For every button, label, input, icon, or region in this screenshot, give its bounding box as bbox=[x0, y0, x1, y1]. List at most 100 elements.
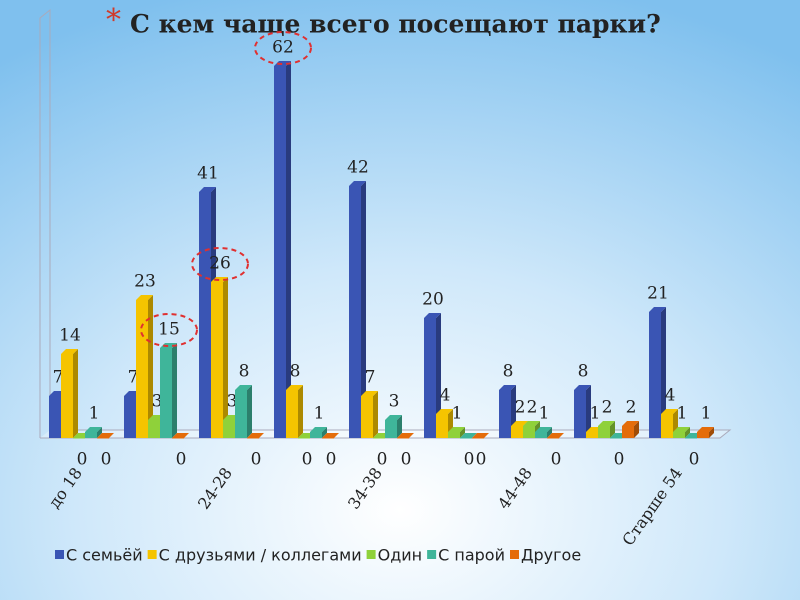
value-label: 0 bbox=[401, 450, 412, 470]
bar-top bbox=[199, 187, 216, 192]
value-label: 0 bbox=[689, 450, 700, 470]
value-label: 8 bbox=[239, 362, 250, 382]
bar bbox=[448, 432, 460, 438]
value-label: 0 bbox=[77, 450, 88, 470]
highlight-circle bbox=[254, 31, 312, 65]
value-label: 0 bbox=[377, 450, 388, 470]
bar bbox=[61, 354, 73, 438]
bar bbox=[298, 438, 310, 439]
value-label: 62 bbox=[272, 38, 294, 58]
bar-top bbox=[661, 409, 678, 414]
bar bbox=[274, 66, 286, 438]
legend-swatch bbox=[366, 550, 376, 559]
bar bbox=[97, 438, 109, 439]
legend-label: С друзьями / коллегами bbox=[159, 546, 362, 565]
legend-label: С семьёй bbox=[66, 546, 143, 565]
legend-label: С парой bbox=[438, 546, 505, 565]
bar bbox=[547, 438, 559, 439]
legend-label: Один bbox=[378, 546, 423, 565]
value-label: 14 bbox=[59, 326, 81, 346]
bar-top bbox=[97, 433, 114, 438]
bar-side bbox=[148, 295, 153, 438]
bar bbox=[697, 432, 709, 438]
bar-top bbox=[460, 433, 477, 438]
bar bbox=[136, 300, 148, 438]
bar-side bbox=[73, 349, 78, 438]
bar bbox=[460, 438, 472, 439]
bar bbox=[622, 426, 634, 438]
legend: С семьёй С друзьями / коллегами Один С паро… bbox=[55, 546, 581, 565]
bar bbox=[172, 438, 184, 439]
bar-side bbox=[634, 421, 639, 438]
bar-top bbox=[322, 433, 339, 438]
bar-side bbox=[97, 427, 102, 438]
value-label: 21 bbox=[647, 284, 669, 304]
plot-frame bbox=[39, 8, 51, 438]
bar-top bbox=[574, 385, 591, 390]
bar-top bbox=[235, 385, 252, 390]
bar bbox=[523, 426, 535, 438]
value-label: 0 bbox=[551, 450, 562, 470]
bar-side bbox=[460, 427, 465, 438]
value-label: 0 bbox=[326, 450, 337, 470]
bar-side bbox=[436, 313, 441, 438]
value-label: 15 bbox=[158, 320, 180, 340]
bar bbox=[586, 432, 598, 438]
bar bbox=[349, 186, 361, 438]
bar bbox=[385, 420, 397, 438]
bar-side bbox=[661, 307, 666, 438]
value-label: 3 bbox=[227, 392, 238, 412]
value-label: 0 bbox=[176, 450, 187, 470]
bar-top bbox=[424, 313, 441, 318]
bar bbox=[199, 192, 211, 438]
bar-top bbox=[361, 391, 378, 396]
bar-top bbox=[649, 307, 666, 312]
bar bbox=[574, 390, 586, 438]
title-bullet: * bbox=[106, 3, 121, 38]
bar bbox=[436, 414, 448, 438]
legend-swatch bbox=[55, 550, 64, 559]
value-label: 4 bbox=[665, 386, 676, 406]
value-label: 8 bbox=[578, 362, 589, 382]
value-label: 0 bbox=[101, 450, 112, 470]
value-label: 42 bbox=[347, 158, 369, 178]
bar bbox=[535, 432, 547, 438]
highlight-circle bbox=[140, 313, 198, 347]
bar bbox=[223, 420, 235, 438]
value-label: 0 bbox=[476, 450, 487, 470]
value-label: 1 bbox=[314, 404, 325, 424]
bar bbox=[286, 390, 298, 438]
bar bbox=[499, 390, 511, 438]
bar bbox=[649, 312, 661, 438]
chart-title: С кем чаще всего посещают парки? bbox=[130, 10, 661, 39]
bar-top bbox=[547, 433, 564, 438]
bar bbox=[424, 318, 436, 438]
bar bbox=[511, 426, 523, 438]
bar-side bbox=[547, 427, 552, 438]
value-label: 2 bbox=[527, 398, 538, 418]
bar-side bbox=[685, 427, 690, 438]
value-label: 8 bbox=[503, 362, 514, 382]
bar-top bbox=[61, 349, 78, 354]
bar bbox=[685, 438, 697, 439]
bar-top bbox=[247, 433, 264, 438]
bar bbox=[211, 282, 223, 438]
bar-top bbox=[673, 427, 690, 432]
value-label: 7 bbox=[365, 368, 376, 388]
legend-swatch bbox=[510, 550, 519, 559]
bar-side bbox=[709, 427, 714, 438]
legend-swatch bbox=[147, 550, 157, 559]
value-label: 0 bbox=[614, 450, 625, 470]
legend-label: Другое bbox=[521, 546, 581, 565]
bar-side bbox=[247, 385, 252, 438]
bar bbox=[673, 432, 685, 438]
bar-top bbox=[697, 427, 714, 432]
value-label: 1 bbox=[452, 404, 463, 424]
value-label: 7 bbox=[128, 368, 139, 388]
value-label: 1 bbox=[701, 404, 712, 424]
value-label: 0 bbox=[251, 450, 262, 470]
bar-top bbox=[172, 433, 189, 438]
bar-top bbox=[385, 415, 402, 420]
